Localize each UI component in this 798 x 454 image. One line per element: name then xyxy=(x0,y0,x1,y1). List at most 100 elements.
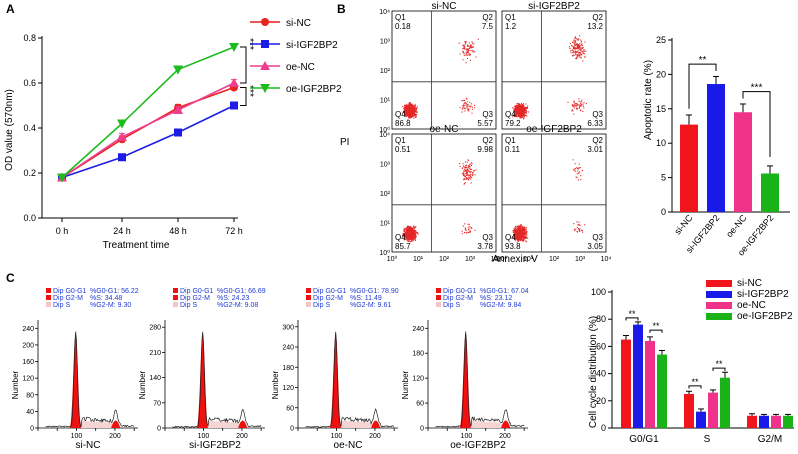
flow-event xyxy=(417,232,419,234)
flow-event xyxy=(520,102,523,105)
flow-event xyxy=(409,241,411,243)
flow-xlabel: Annexin V xyxy=(492,254,538,265)
flow-event xyxy=(471,46,473,48)
cell-cycle-bar-chart: Cell cycle distribution (%) 0 20 40 60 80 100… xyxy=(588,278,794,445)
cellcycle-xtick-label: G0/G1 xyxy=(629,434,659,445)
flow-plot-title: oe-IGF2BP2 xyxy=(526,124,582,135)
flow-event xyxy=(407,105,409,107)
flow-event xyxy=(406,233,408,236)
flow-event xyxy=(410,113,412,116)
flow-event xyxy=(413,109,415,111)
flow-xtick-label: 10¹ xyxy=(413,256,424,263)
flow-event xyxy=(522,232,524,234)
flow-event xyxy=(515,232,518,234)
flow-event xyxy=(411,229,413,231)
flow-event xyxy=(405,228,407,230)
flow-event xyxy=(574,229,576,231)
flow-event xyxy=(404,233,406,236)
flow-event xyxy=(576,58,578,60)
flow-event xyxy=(466,106,468,108)
flow-event xyxy=(576,173,578,175)
flow-event xyxy=(521,232,523,234)
flow-event xyxy=(524,235,526,237)
flow-cytometry-panel: PI Annexin V si-NCQ10.18Q27.5Q35.57Q486.… xyxy=(340,1,611,265)
flow-event xyxy=(575,228,577,230)
flow-event xyxy=(471,112,473,114)
flow-event xyxy=(520,113,522,115)
flow-event xyxy=(580,47,582,49)
flow-event xyxy=(526,107,528,109)
flow-event xyxy=(524,112,526,114)
flow-event xyxy=(411,239,413,241)
flow-event xyxy=(578,44,580,46)
flow-event xyxy=(470,171,472,173)
flow-event xyxy=(408,228,410,230)
flow-event xyxy=(408,111,410,113)
flow-event xyxy=(514,233,516,236)
flow-event xyxy=(581,230,583,232)
histogram-ytick-label: 200 xyxy=(22,342,34,349)
flow-event xyxy=(578,47,580,49)
flow-event xyxy=(463,54,465,56)
flow-event xyxy=(514,231,516,233)
flow-event xyxy=(516,102,519,104)
flow-event xyxy=(514,236,516,238)
flow-event xyxy=(406,237,408,239)
flow-event xyxy=(414,236,416,238)
flow-event xyxy=(415,236,417,238)
flow-event xyxy=(522,113,524,115)
flow-event xyxy=(412,234,414,236)
flow-event xyxy=(462,225,464,227)
flow-event xyxy=(408,102,410,104)
flow-event xyxy=(522,108,524,110)
flow-event xyxy=(471,168,473,170)
flow-event xyxy=(415,231,417,233)
flow-event xyxy=(519,228,521,230)
flow-q1-label: Q1 xyxy=(395,13,406,22)
cellcycle-bar-si-IGF2BP2 xyxy=(759,415,769,428)
flow-event xyxy=(467,109,469,111)
flow-event xyxy=(524,228,526,230)
flow-event xyxy=(572,55,574,57)
flow-event xyxy=(411,236,413,238)
histogram-ytick-label: 240 xyxy=(22,326,34,333)
histogram-ytick-label: 160 xyxy=(22,359,34,366)
histogram-title: oe-NC xyxy=(334,440,363,451)
flow-event xyxy=(407,236,409,238)
flow-event xyxy=(402,112,404,114)
flow-event xyxy=(569,42,571,45)
flow-event xyxy=(527,105,529,107)
flow-event xyxy=(406,114,408,116)
flow-q2-label: Q2 xyxy=(482,136,493,145)
flow-event xyxy=(520,117,522,119)
flow-event xyxy=(466,45,469,47)
histogram-stat: %G0-G1: 56.22 xyxy=(90,288,139,295)
histogram-ytick-label: 210 xyxy=(149,350,161,357)
flow-xtick-label: 10⁴ xyxy=(601,256,612,263)
flow-event xyxy=(517,106,519,108)
flow-event xyxy=(516,235,518,237)
flow-event xyxy=(521,114,523,116)
flow-event xyxy=(410,116,412,118)
flow-event xyxy=(468,42,470,44)
flow-event xyxy=(576,167,578,169)
flow-event xyxy=(408,236,410,238)
flow-event xyxy=(465,43,467,45)
flow-event xyxy=(519,226,521,228)
flow-event xyxy=(516,236,519,238)
flow-q2-value: 9.98 xyxy=(477,145,493,154)
cellcycle-sig-label: ** xyxy=(715,359,723,369)
flow-event xyxy=(471,176,473,178)
flow-event xyxy=(577,224,579,226)
flow-event xyxy=(469,54,471,56)
flow-event xyxy=(525,240,527,242)
flow-event xyxy=(411,114,413,117)
flow-event xyxy=(461,111,463,113)
flow-event xyxy=(470,178,472,180)
histogram-key-label: Dip G2-M xyxy=(313,295,343,302)
flow-event xyxy=(523,114,525,117)
flow-event xyxy=(521,231,523,233)
flow-event xyxy=(411,110,413,112)
flow-event xyxy=(524,231,526,233)
flow-event xyxy=(472,172,474,174)
